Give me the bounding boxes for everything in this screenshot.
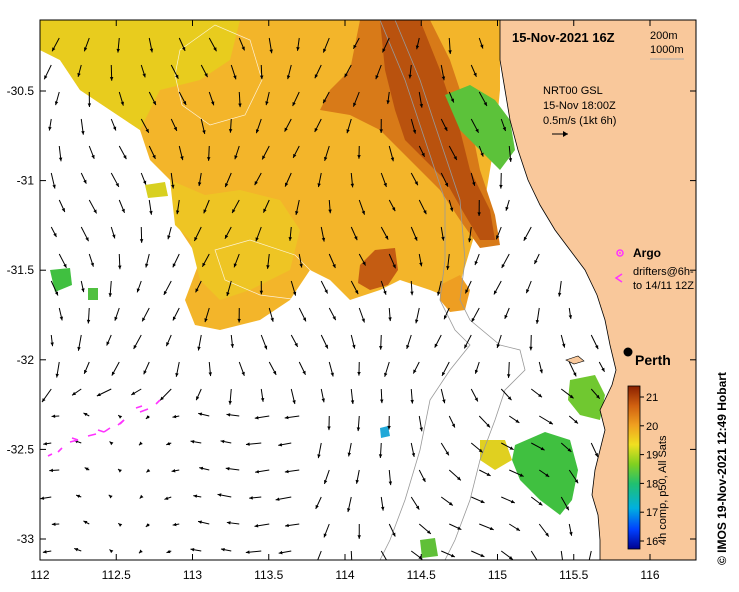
lat-tick-label: -32 — [17, 353, 35, 367]
lat-tick-label: -31 — [17, 174, 35, 188]
contour-200m — [394, 20, 526, 560]
plot-border — [39, 19, 697, 561]
sst-green-west-2 — [88, 288, 98, 300]
contour-1000m — [379, 20, 471, 560]
lon-tick-label: 114.5 — [407, 568, 436, 582]
lon-tick-label: 112.5 — [102, 568, 131, 582]
current-vectors — [40, 37, 605, 560]
drifters-label-2: to 14/11 12Z — [633, 280, 694, 292]
lat-tick-label: -30.5 — [7, 84, 35, 98]
sst-orange-blob — [440, 275, 470, 312]
sst-cyan-spot — [380, 426, 390, 438]
sst-patch-yellow — [40, 20, 240, 130]
sst-warm-blob — [358, 248, 398, 290]
contour-legend-200m: 200m — [650, 30, 678, 42]
lat-tick-label: -32.5 — [7, 442, 35, 456]
colorbar-tick-label: 16 — [646, 536, 658, 548]
contour-legend-1000m: 1000m — [650, 44, 684, 56]
lon-tick-label: 113 — [183, 568, 202, 582]
current-legend-arrow — [552, 131, 568, 137]
colorbar-tick-label: 19 — [646, 450, 658, 462]
imos-credit: © IMOS 19-Nov-2021 12:49 Hobart — [715, 372, 729, 565]
argo-marker — [616, 249, 624, 257]
lon-tick-label: 112 — [30, 568, 49, 582]
colorbar-tick-label: 18 — [646, 478, 658, 490]
sst-patch-yellow-2 — [170, 180, 300, 300]
lat-tick-label: -31.5 — [7, 263, 35, 277]
colorbar — [627, 385, 641, 550]
map-title: 15-Nov-2021 16Z — [512, 30, 615, 45]
land-western-australia — [500, 20, 696, 560]
colorbar-tick-label: 21 — [646, 392, 658, 404]
colorbar-tick-label: 17 — [646, 507, 658, 519]
latitude-axis: -30.5 -31 -31.5 -32 -32.5 -33 — [7, 84, 696, 546]
coastline — [499, 20, 617, 560]
longitude-axis: 112 112.5 113 113.5 114 114.5 115 115.5 116 — [30, 20, 660, 582]
argo-label: Argo — [633, 246, 661, 260]
sst-green-coastal-north — [445, 85, 515, 170]
lon-tick-label: 116 — [640, 568, 659, 582]
current-legend-source: NRT00 GSL — [543, 85, 603, 97]
contour-warm-eddy — [174, 24, 263, 126]
lon-tick-label: 114 — [335, 568, 354, 582]
perth-label: Perth — [635, 352, 671, 368]
sst-yellow-spot — [145, 182, 168, 198]
drifter-legend-marker — [614, 273, 623, 283]
drifter-track — [47, 399, 161, 457]
sst-green-bottom — [420, 538, 438, 558]
sst-green-west — [50, 268, 72, 292]
lat-tick-label: -33 — [17, 532, 35, 546]
colorbar-ticks: 16 17 18 19 20 21 — [640, 392, 658, 548]
sst-field — [40, 20, 696, 560]
perth-marker — [623, 347, 633, 357]
rottnest-island — [565, 355, 585, 365]
colorbar-label: 4h comp, p50, All Sats — [657, 435, 669, 545]
current-legend-time: 15-Nov 18:00Z — [543, 100, 616, 112]
drifters-label-1: drifters@6h- — [633, 266, 694, 278]
lon-tick-label: 115.5 — [559, 568, 588, 582]
lon-tick-label: 113.5 — [254, 568, 283, 582]
lon-tick-label: 115 — [488, 568, 507, 582]
current-legend-scale: 0.5m/s (1kt 6h) — [543, 115, 616, 127]
colorbar-tick-label: 20 — [646, 421, 658, 433]
sst-yellow-south — [480, 440, 512, 470]
sst-green-perth — [568, 375, 605, 420]
